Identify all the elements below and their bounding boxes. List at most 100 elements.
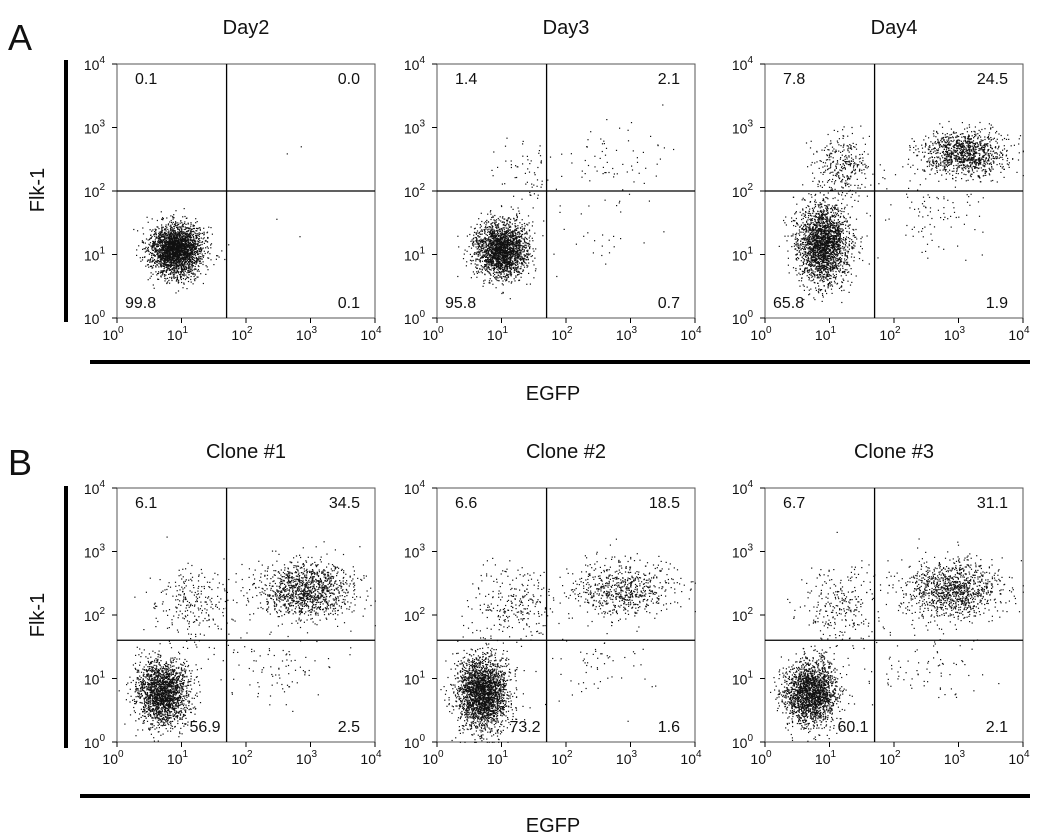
scatter-point <box>167 264 169 266</box>
scatter-point <box>500 238 502 240</box>
scatter-point <box>507 246 509 248</box>
scatter-point <box>176 226 178 228</box>
scatter-point <box>195 263 197 265</box>
scatter-point <box>478 232 480 234</box>
scatter-point <box>497 264 499 266</box>
scatter-point <box>480 265 482 267</box>
scatter-point <box>489 255 492 257</box>
scatter-point <box>507 234 509 236</box>
scatter-point <box>514 223 516 225</box>
scatter-point <box>172 260 175 262</box>
scatter-point <box>158 249 160 251</box>
scatter-point <box>165 232 167 234</box>
scatter-point <box>201 253 203 255</box>
scatter-point <box>501 254 503 256</box>
scatter-point <box>476 230 479 232</box>
scatter-point <box>494 249 496 251</box>
scatter-point <box>504 249 506 251</box>
scatter-point <box>502 221 504 223</box>
scatter-point <box>164 280 166 282</box>
scatter-point <box>189 248 191 250</box>
scatter-point <box>506 274 508 276</box>
scatter-point <box>198 260 200 263</box>
scatter-point <box>509 225 511 227</box>
scatter-point <box>153 244 155 246</box>
scatter-point <box>161 226 163 228</box>
scatter-point <box>501 249 503 251</box>
scatter-point <box>167 248 169 250</box>
scatter-point <box>187 235 189 237</box>
scatter-point <box>195 222 197 224</box>
scatter-point <box>170 260 172 262</box>
scatter-point <box>492 228 494 230</box>
scatter-point <box>509 268 511 270</box>
scatter-point <box>496 241 498 243</box>
scatter-point <box>493 239 495 241</box>
scatter-point <box>520 252 522 254</box>
scatter-point <box>496 227 498 229</box>
scatter-point <box>164 240 166 242</box>
scatter-point <box>471 243 474 245</box>
scatter-point <box>508 248 510 250</box>
scatter-point <box>174 223 176 225</box>
scatter-point <box>163 275 166 277</box>
scatter-point <box>487 261 489 263</box>
scatter-point <box>182 233 184 235</box>
scatter-point <box>178 247 180 249</box>
scatter-point <box>500 239 502 241</box>
scatter-point <box>167 259 169 261</box>
scatter-point <box>188 250 190 252</box>
scatter-point <box>514 244 516 246</box>
scatter-point <box>158 231 160 233</box>
scatter-point <box>478 251 480 253</box>
scatter-point <box>176 236 178 238</box>
scatter-point <box>167 241 169 243</box>
scatter-point <box>182 249 184 251</box>
scatter-point <box>499 236 501 238</box>
scatter-point <box>493 255 496 257</box>
scatter-point <box>167 238 169 240</box>
scatter-point <box>185 228 187 230</box>
scatter-point <box>511 281 513 283</box>
scatter-point <box>516 248 518 250</box>
scatter-point <box>198 241 200 243</box>
scatter-point <box>197 265 199 267</box>
scatter-point <box>518 253 520 255</box>
scatter-point <box>476 248 478 250</box>
scatter-point <box>176 276 179 278</box>
scatter-point <box>182 253 184 255</box>
scatter-point <box>189 254 191 256</box>
scatter-point <box>489 269 491 271</box>
scatter-point <box>156 253 158 255</box>
scatter-point <box>491 244 493 246</box>
scatter-point <box>502 271 504 273</box>
scatter-point <box>619 127 621 129</box>
scatter-point <box>178 268 180 270</box>
scatter-point <box>180 247 182 249</box>
scatter-point <box>493 254 496 256</box>
scatter-point <box>502 248 504 250</box>
scatter-point <box>512 250 515 252</box>
scatter-point <box>490 223 492 225</box>
scatter-point <box>188 229 190 231</box>
scatter-point <box>173 217 175 219</box>
scatter-point <box>160 260 162 263</box>
scatter-point <box>486 245 488 247</box>
scatter-point <box>154 239 156 241</box>
scatter-point <box>499 249 501 251</box>
scatter-point <box>505 160 507 162</box>
scatter-point <box>511 237 514 239</box>
scatter-point <box>182 258 184 260</box>
scatter-point <box>509 264 512 266</box>
scatter-point <box>656 163 658 165</box>
scatter-point <box>194 280 196 282</box>
scatter-point <box>477 242 479 244</box>
scatter-point <box>169 265 171 267</box>
scatter-point <box>163 239 165 242</box>
scatter-point <box>500 265 503 267</box>
scatter-point <box>170 228 172 231</box>
scatter-point <box>532 207 534 209</box>
scatter-point <box>512 230 514 232</box>
scatter-point <box>509 229 511 231</box>
scatter-point <box>168 260 170 262</box>
